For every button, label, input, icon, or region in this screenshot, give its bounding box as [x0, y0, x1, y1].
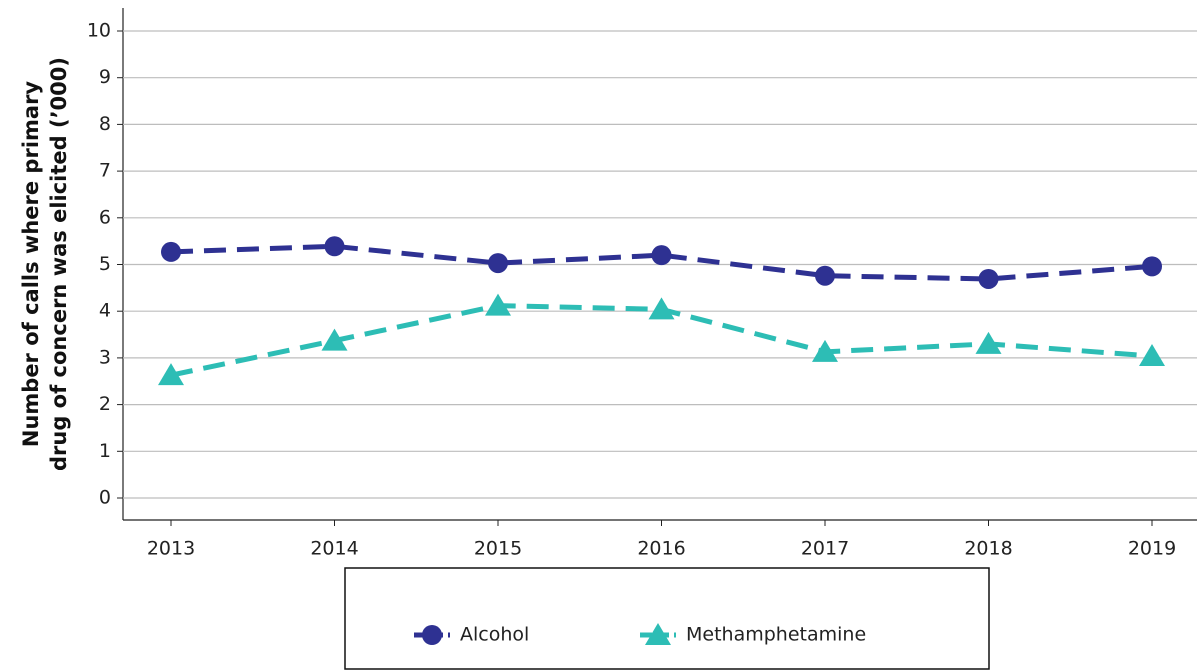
- legend-marker: [645, 623, 671, 645]
- data-point: [978, 268, 999, 289]
- x-tick-label: 2013: [147, 538, 195, 560]
- y-tick-label: 8: [99, 113, 111, 135]
- y-tick-label: 3: [99, 346, 111, 368]
- data-point: [1142, 256, 1162, 277]
- data-point: [1139, 344, 1165, 367]
- data-point: [815, 265, 835, 286]
- data-point: [321, 328, 348, 351]
- data-point: [161, 241, 181, 262]
- x-tick-label: 2017: [801, 538, 849, 560]
- data-point: [324, 236, 345, 257]
- data-point: [812, 339, 838, 362]
- legend-box: [344, 567, 990, 670]
- y-tick-label: 4: [99, 300, 111, 322]
- x-tick-label: 2015: [474, 538, 522, 560]
- legend-marker: [422, 625, 442, 645]
- x-tick-label: 2018: [964, 538, 1012, 560]
- y-tick-label: 9: [99, 66, 111, 88]
- data-point: [158, 363, 184, 386]
- x-tick-label: 2019: [1128, 538, 1176, 560]
- y-axis-label: Number of calls where primary: [19, 81, 43, 448]
- data-point: [488, 253, 508, 274]
- data-point: [975, 331, 1002, 354]
- x-tick-label: 2014: [310, 538, 358, 560]
- data-point: [485, 293, 511, 316]
- y-tick-label: 0: [99, 487, 111, 509]
- data-point: [648, 297, 675, 320]
- x-tick-label: 2016: [637, 538, 685, 560]
- y-axis-label: drug of concern was elicited (’000): [47, 57, 71, 471]
- legend-label: Alcohol: [460, 624, 529, 646]
- data-point: [651, 245, 672, 266]
- y-tick-label: 10: [87, 20, 111, 42]
- legend-label: Methamphetamine: [686, 624, 866, 646]
- y-tick-label: 7: [99, 160, 111, 182]
- y-tick-label: 6: [99, 206, 111, 228]
- y-tick-label: 1: [99, 440, 111, 462]
- y-tick-label: 2: [99, 393, 111, 415]
- y-tick-label: 5: [99, 253, 111, 275]
